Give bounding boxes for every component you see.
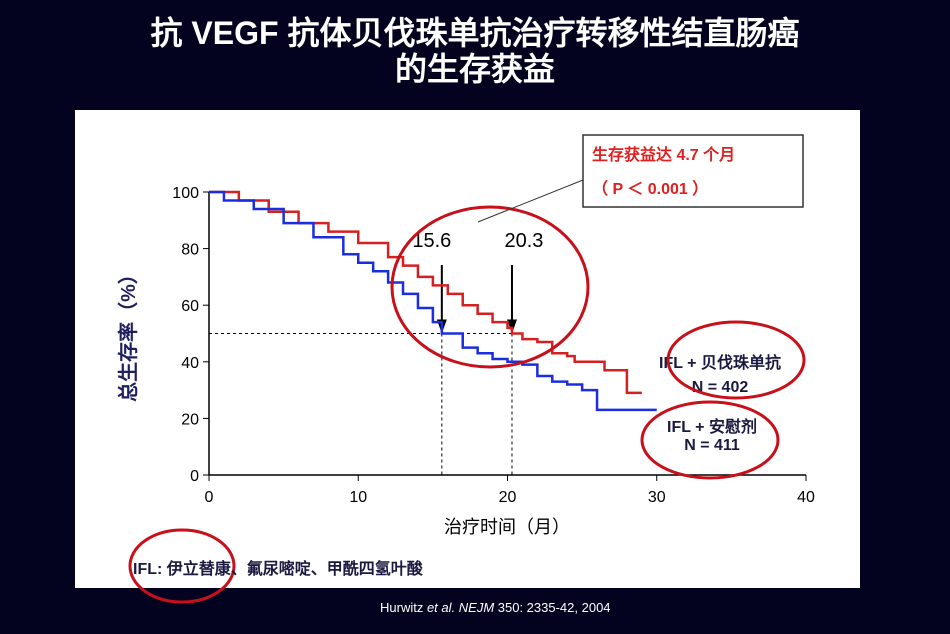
highlight-circle [128, 528, 236, 604]
x-tick-label: 0 [205, 489, 214, 506]
x-tick-label: 30 [648, 489, 666, 506]
highlight-circle [640, 400, 780, 480]
callout-line-1: 生存获益达 4.7 个月 [592, 145, 735, 164]
y-tick-label: 20 [181, 411, 199, 428]
median-label: 20.3 [505, 230, 544, 252]
highlight-circle [390, 205, 590, 369]
median-arrowhead [506, 319, 517, 334]
callout-pointer [477, 179, 584, 223]
y-tick-label: 100 [172, 185, 199, 202]
y-tick-label: 60 [181, 298, 199, 315]
x-axis-label: 治疗时间（月） [444, 517, 570, 537]
citation: Hurwitz et al. NEJM 350: 2335-42, 2004 [380, 600, 611, 615]
legend-n: N = 411 [684, 437, 740, 454]
y-axis-label: 总生存率（%） [116, 264, 140, 402]
survival-curve-bevacizumab [209, 190, 642, 395]
footnote: IFL: 伊立替康、氟尿嘧啶、甲酰四氢叶酸 [133, 559, 424, 578]
title-line-1: 抗 VEGF 抗体贝伐珠单抗治疗转移性结直肠癌 [150, 15, 800, 51]
legend-n: N = 402 [692, 379, 749, 396]
y-tick-label: 80 [181, 242, 199, 259]
highlight-circle [666, 320, 806, 400]
legend-name: IFL + 贝伐珠单抗 [659, 353, 781, 372]
y-tick-label: 40 [181, 355, 199, 372]
callout-line-2: （ P ＜ 0.001 ） [592, 180, 708, 198]
survival-curve-placebo [209, 190, 657, 412]
y-tick-label: 0 [190, 468, 199, 485]
legend-name: IFL + 安慰剂 [667, 417, 757, 436]
title-line-2: 的生存获益 [394, 51, 555, 87]
x-tick-label: 20 [499, 489, 517, 506]
median-label: 15.6 [412, 230, 451, 252]
callout-box [582, 134, 804, 208]
x-tick-label: 40 [797, 489, 815, 506]
x-tick-label: 10 [349, 489, 367, 506]
